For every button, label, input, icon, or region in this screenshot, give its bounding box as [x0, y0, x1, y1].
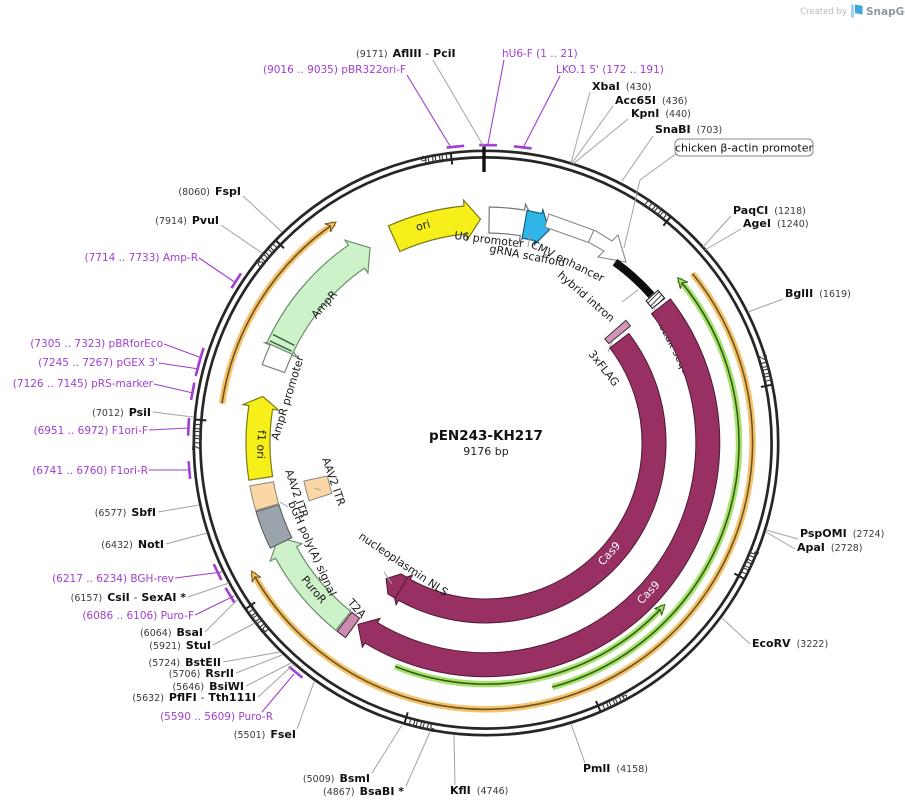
tick-label-3000: 3000	[737, 546, 762, 577]
site-label-bsabi: (4867) BsaBI *	[323, 785, 404, 798]
site-label-bsiwi: (5646) BsiWI	[172, 680, 244, 693]
site-label-apai: ApaI (2728)	[797, 541, 863, 554]
snapgene-logo-icon	[851, 4, 863, 18]
site-label-pflfi-tth111i: (5632) PflFI - Tth111I	[132, 691, 256, 704]
feature-hybrid-intron-arc	[612, 259, 655, 298]
feature-nls-block	[385, 573, 409, 599]
primer-label-hu6-f: hU6-F (1 .. 21)	[502, 48, 578, 60]
site-label-bsai: (6064) BsaI	[140, 626, 203, 639]
plasmid-size: 9176 bp	[463, 445, 508, 458]
site-label-bsmi: (5009) BsmI	[303, 772, 370, 785]
feature-t2a-block	[336, 611, 361, 639]
feature-kozak-block	[645, 289, 666, 310]
feature-cas9-outer-arc	[357, 298, 721, 678]
tick-label-5000: 5000	[407, 714, 437, 734]
primer-label-f1ori-r: (6741 .. 6760) F1ori-R	[32, 465, 148, 477]
tick-label-4000: 4000	[600, 690, 631, 713]
plasmid-title: pEN243-KH217 9176 bp	[429, 428, 543, 458]
plasmid-backbone-ring	[192, 146, 780, 737]
feature-chicken-b-actin-promoter-label: chicken β-actin promoter	[675, 142, 813, 155]
feature-aav2-itr-outer-block	[249, 481, 280, 512]
site-label-psii: (7012) PsiI	[92, 406, 151, 419]
primer-label-puro-r: (5590 .. 5609) Puro-R	[160, 711, 273, 723]
site-label-kpni: KpnI (440)	[631, 107, 691, 120]
site-label-paqci: PaqCI (1218)	[733, 204, 806, 217]
feature-f1-ori-arrow	[240, 395, 281, 481]
feature-f1-ori-label: f1 ori	[254, 430, 268, 459]
site-label-xbai: XbaI (430)	[592, 80, 651, 93]
site-label-snabi: SnaBI (703)	[655, 123, 722, 136]
site-label-afliii-pcii: (9171) AflIII - PciI	[356, 47, 456, 60]
feature-aav2-itr-inner-block	[303, 475, 333, 502]
feature-ampr-arrow	[266, 239, 371, 356]
feature-3xflag-block	[604, 319, 632, 345]
site-label-bsteii: (5724) BstEII	[149, 656, 221, 669]
feature-ori-arrow	[387, 198, 482, 253]
feature-ori-label: ori	[414, 217, 431, 233]
primer-label-pbr322ori-f: (9016 .. 9035) pBR322ori-F	[263, 64, 406, 76]
plasmid-name: pEN243-KH217	[429, 428, 543, 444]
feature-cmv-enhancer-arrow	[544, 213, 627, 263]
primer-label-f1ori-f: (6951 .. 6972) F1ori-F	[33, 425, 148, 437]
feature-cas9-inner-arc	[390, 332, 667, 624]
primer-label-amp-r: (7714 .. 7733) Amp-R	[85, 252, 199, 264]
primer-label-lko1-5: LKO.1 5' (172 .. 191)	[556, 64, 664, 76]
site-label-acc65i: Acc65I (436)	[615, 94, 688, 107]
site-label-agei: AgeI (1240)	[743, 217, 809, 230]
primer-label-puro-f: (6086 .. 6106) Puro-F	[82, 610, 194, 622]
tick-label-8000: 8000	[252, 241, 281, 270]
site-label-kfli: KflI (4746)	[450, 784, 508, 797]
primer-label-bgh-rev: (6217 .. 6234) BGH-rev	[52, 573, 174, 585]
feature-bgh-polya-block	[255, 504, 293, 549]
primer-label-pgex-3: (7245 .. 7267) pGEX 3'	[38, 357, 158, 369]
site-label-fsei: (5501) FseI	[234, 728, 296, 741]
site-label-bglii: BglII (1619)	[785, 287, 851, 300]
chicken-b-actin-promoter-callout: chicken β-actin promoter	[674, 138, 814, 157]
site-label-csii-sexai: (6157) CsiI - SexAI *	[71, 591, 187, 604]
tick-label-7000: 7000	[190, 423, 205, 452]
site-label-pvui: (7914) PvuI	[155, 214, 219, 227]
site-label-fspi: (8060) FspI	[178, 185, 241, 198]
primer-ticks	[186, 143, 532, 679]
site-label-ecorv: EcoRV (3222)	[752, 637, 828, 650]
site-label-pspomi: PspOMI (2724)	[800, 527, 884, 540]
tick-label-9000: 9000	[419, 151, 448, 167]
site-label-pmli: PmlI (4158)	[583, 762, 648, 775]
feature-grna-scaffold-arrow	[521, 207, 550, 247]
site-label-sbfi: (6577) SbfI	[95, 506, 156, 519]
snapgene-brand-text: SnapGene	[866, 6, 905, 18]
tick-label-1000: 1000	[640, 195, 670, 223]
tick-label-2000: 2000	[755, 353, 774, 383]
orf-arcs	[218, 220, 756, 713]
site-label-noti: (6432) NotI	[101, 538, 164, 551]
primer-label-pbrforeco: (7305 .. 7323) pBRforEco	[30, 338, 163, 350]
created-by-text: Created by	[800, 7, 847, 17]
tick-label-6000: 6000	[245, 606, 272, 636]
primer-label-prs-marker: (7126 .. 7145) pRS-marker	[13, 378, 154, 390]
callout-lines	[148, 59, 799, 787]
site-labels: (9171) AflIII - PciI XbaI (430) Acc65I (436) …	[71, 47, 885, 798]
site-label-stui: (5921) StuI	[149, 639, 211, 652]
site-label-rsrii: (5706) RsrII	[169, 667, 234, 680]
snapgene-watermark: Created by SnapGene	[800, 4, 905, 18]
primer-labels: hU6-F (1 .. 21) LKO.1 5' (172 .. 191) (9…	[13, 48, 664, 723]
